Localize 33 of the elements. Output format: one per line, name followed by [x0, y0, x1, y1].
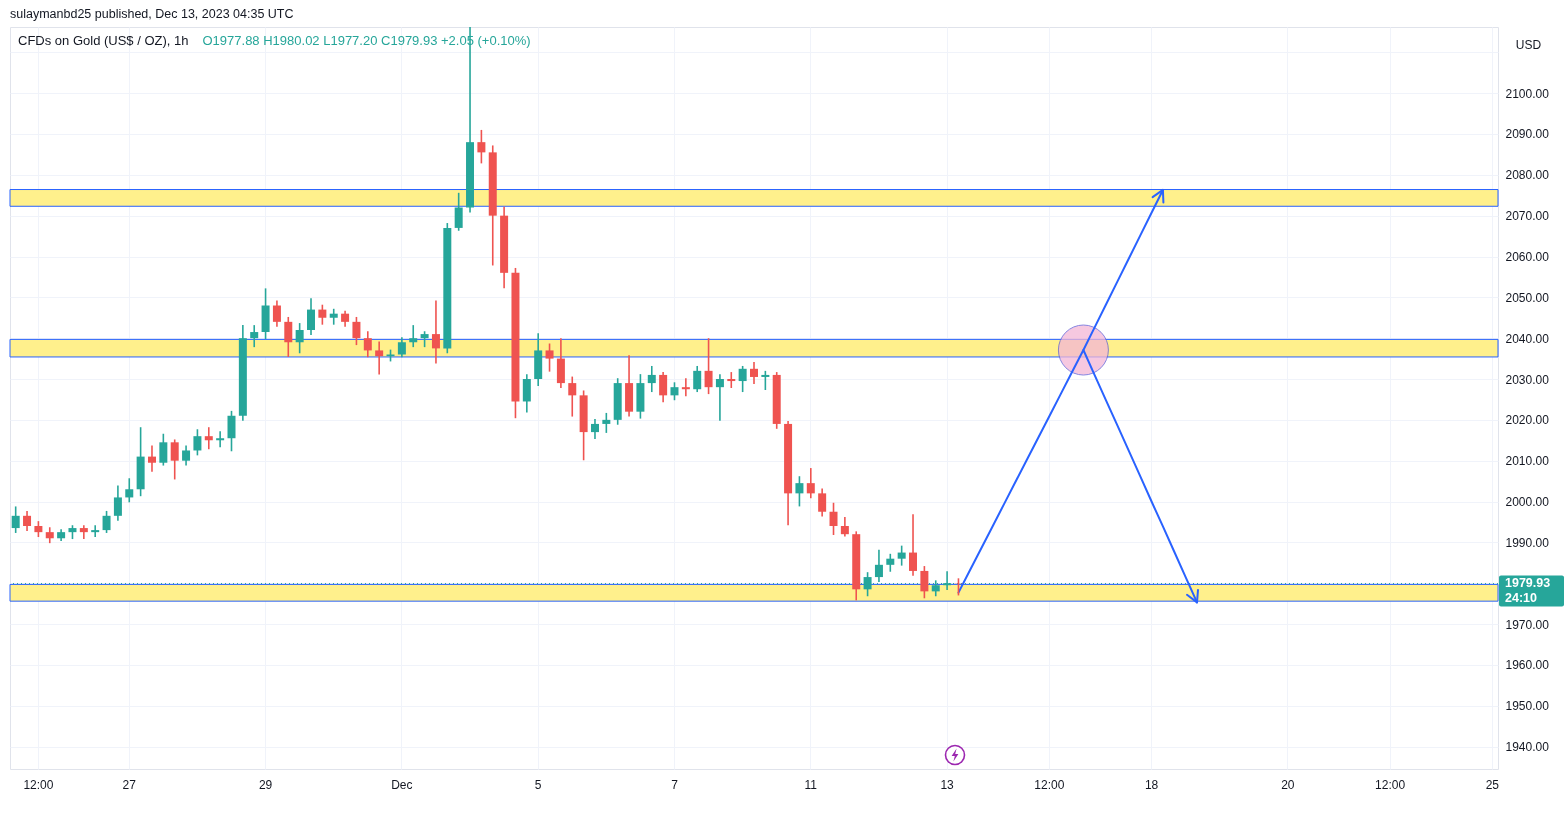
x-tick-label: 20: [1281, 777, 1295, 792]
x-tick-label: Dec: [391, 777, 413, 792]
x-tick-label: 12:00: [1034, 777, 1065, 792]
ref-line-label: 1979.93 24:10: [1505, 576, 1551, 606]
x-tick-label: 7: [671, 777, 679, 792]
y-tick-label: 2030.00: [1505, 372, 1550, 387]
y-tick-label: 2000.00: [1505, 495, 1550, 510]
y-tick-label: 2100.00: [1505, 86, 1550, 101]
y-tick-label: 1940.00: [1505, 740, 1550, 755]
x-tick-label: 12:00: [1375, 777, 1406, 792]
y-tick-label: 2080.00: [1505, 168, 1550, 183]
y-tick-label: 1990.00: [1505, 535, 1550, 550]
text: CFDs on Gold (US$ / OZ), 1h: [18, 33, 189, 48]
x-tick-label: 11: [804, 777, 818, 792]
x-tick-label: 13: [940, 777, 955, 792]
y-tick-label: 1950.00: [1505, 699, 1550, 714]
x-tick-label: 5: [534, 777, 542, 792]
x-tick-label: 25: [1485, 777, 1500, 792]
y-tick-label: 2060.00: [1505, 250, 1550, 264]
y-tick-label: 2040.00: [1505, 331, 1550, 346]
y-tick-label: 1970.00: [1505, 617, 1550, 632]
y-tick-label: 2020.00: [1505, 413, 1550, 428]
text: sulaymanbd25 published, Dec 13, 2023 04:35 UTC: [10, 7, 294, 21]
y-tick-label: 2050.00: [1505, 290, 1550, 305]
y-tick-label: 2010.00: [1505, 454, 1550, 469]
y-tick-label: 1960.00: [1505, 658, 1550, 673]
x-tick-label: 27: [122, 777, 137, 792]
y-axis-title: USD: [1515, 37, 1542, 52]
y-tick-label: 2070.00: [1505, 209, 1550, 224]
y-tick-label: 2090.00: [1505, 127, 1550, 142]
x-tick-label: 29: [258, 777, 273, 792]
x-tick-label: 12:00: [23, 777, 54, 792]
x-tick-label: 18: [1144, 777, 1159, 792]
